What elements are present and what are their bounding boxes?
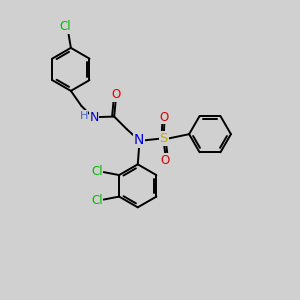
Text: Cl: Cl: [91, 165, 103, 178]
Text: Cl: Cl: [59, 20, 71, 34]
Text: Cl: Cl: [91, 194, 103, 207]
Text: O: O: [111, 88, 120, 101]
Text: O: O: [160, 154, 170, 167]
Text: N: N: [134, 134, 144, 147]
Text: S: S: [160, 132, 168, 145]
Text: N: N: [89, 111, 99, 124]
Text: O: O: [160, 111, 169, 124]
Text: H: H: [80, 111, 88, 121]
